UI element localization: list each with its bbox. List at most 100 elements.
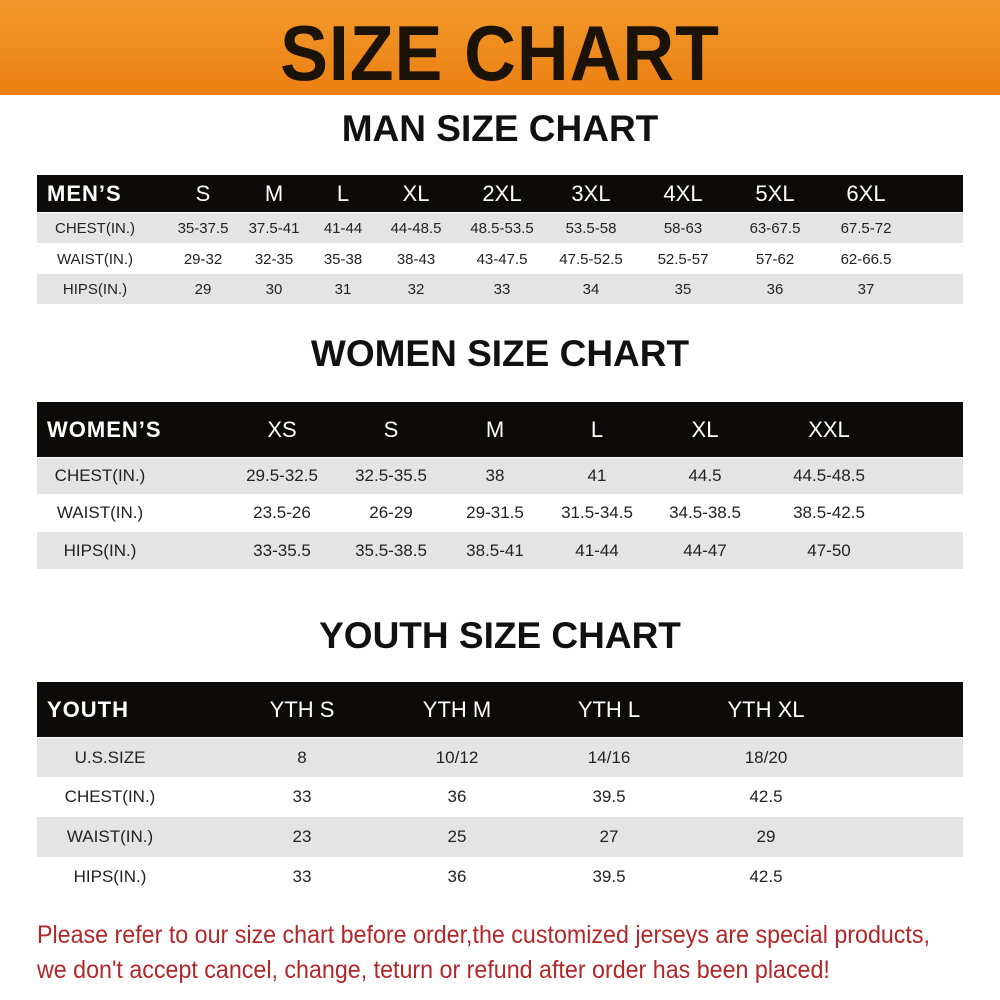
table-title-cell: WOMEN’S <box>47 416 162 442</box>
table-cell: 37 <box>857 280 875 298</box>
women-section-title: WOMEN SIZE CHART <box>310 333 690 374</box>
table-cell: 33 <box>493 280 511 298</box>
table-cell: 67.5-72 <box>840 219 892 237</box>
table-cell: 57-62 <box>755 250 795 268</box>
table-row: HIPS(IN.) 33-35.5 35.5-38.5 38.5-41 41-44 44-… <box>37 532 963 569</box>
size-header: L <box>590 416 604 442</box>
table-cell: 41 <box>587 466 607 485</box>
table-cell: 34 <box>582 280 600 298</box>
table-cell: 37.5-41 <box>248 219 300 237</box>
table-cell: 32 <box>407 280 425 298</box>
table-cell: 30 <box>265 280 283 298</box>
table-title-cell: YOUTH <box>47 696 129 722</box>
table-cell: 35-38 <box>323 250 363 268</box>
table-cell: 8 <box>297 747 307 767</box>
table-cell: 44-48.5 <box>390 219 442 237</box>
youth-section-title: YOUTH SIZE CHART <box>319 615 681 656</box>
table-cell: 36 <box>447 867 467 886</box>
table-cell: 10/12 <box>435 747 479 767</box>
table-cell: 32-35 <box>254 250 294 268</box>
table-cell: 41-44 <box>575 540 619 560</box>
table-cell: 29-32 <box>183 250 223 268</box>
table-row: WAIST(IN.) 23 25 27 29 <box>37 817 963 857</box>
table-cell: 38-43 <box>396 250 436 268</box>
row-label: HIPS(IN.) <box>62 280 128 298</box>
banner: SIZE CHART <box>0 0 1000 97</box>
table-row: HIPS(IN.) 29 30 31 32 33 34 35 36 37 <box>37 274 963 304</box>
table-cell: 33 <box>292 786 312 806</box>
table-cell: 29.5-32.5 <box>246 466 318 485</box>
row-label: WAIST(IN.) <box>66 827 154 846</box>
table-cell: 47.5-52.5 <box>559 250 623 268</box>
size-header: 4XL <box>663 180 703 206</box>
table-cell: 31 <box>334 280 352 298</box>
table-cell: 35.5-38.5 <box>355 540 427 560</box>
size-header: M <box>485 416 505 442</box>
row-label: CHEST(IN.) <box>64 786 156 806</box>
table-cell: 43-47.5 <box>476 250 528 268</box>
table-cell: 42.5 <box>749 786 783 806</box>
table-header-row: MEN’S S M L XL 2XL 3XL 4XL 5XL 6XL <box>37 175 963 212</box>
table-cell: 44-47 <box>683 540 727 560</box>
table-cell: 36 <box>766 280 784 298</box>
size-header: XXL <box>808 416 850 442</box>
table-cell: 32.5-35.5 <box>355 466 427 485</box>
men-section-title: MAN SIZE CHART <box>341 108 659 149</box>
table-row: CHEST(IN.) 33 36 39.5 42.5 <box>37 777 963 816</box>
row-label: HIPS(IN.) <box>73 867 147 886</box>
notice-line-1: Please refer to our size chart before or… <box>37 921 930 949</box>
table-row: CHEST(IN.) 35-37.5 37.5-41 41-44 44-48.5 48.5… <box>37 213 963 243</box>
table-header-row: YOUTH YTH S YTH M YTH L YTH XL <box>37 682 963 737</box>
table-row: HIPS(IN.) 33 36 39.5 42.5 <box>37 857 963 897</box>
size-header: YTH S <box>269 696 335 722</box>
table-cell: 38.5-42.5 <box>793 502 865 522</box>
size-header: M <box>264 180 284 206</box>
table-cell: 36 <box>447 786 467 806</box>
size-header: XL <box>402 180 430 206</box>
size-header: 3XL <box>571 180 611 206</box>
size-header: 2XL <box>482 180 522 206</box>
table-cell: 29-31.5 <box>466 502 524 522</box>
table-cell: 38.5-41 <box>466 540 524 560</box>
table-cell: 38 <box>485 466 505 485</box>
size-header: XS <box>267 416 297 442</box>
table-cell: 26-29 <box>369 502 413 522</box>
row-label: WAIST(IN.) <box>56 502 144 522</box>
table-cell: 39.5 <box>592 867 626 886</box>
table-cell: 52.5-57 <box>657 250 709 268</box>
size-header: 5XL <box>755 180 795 206</box>
table-cell: 58-63 <box>663 219 703 237</box>
size-header: 6XL <box>846 180 886 206</box>
table-cell: 44.5 <box>688 466 722 485</box>
table-cell: 39.5 <box>592 786 626 806</box>
table-cell: 27 <box>599 827 619 846</box>
table-cell: 42.5 <box>749 867 783 886</box>
table-cell: 29 <box>194 280 212 298</box>
table-row: WAIST(IN.) 23.5-26 26-29 29-31.5 31.5-34.5 34… <box>37 494 963 531</box>
banner-title: SIZE CHART <box>280 9 720 97</box>
size-header: S <box>383 416 399 442</box>
size-header: YTH XL <box>727 696 805 722</box>
row-label: CHEST(IN.) <box>55 219 135 237</box>
table-cell: 25 <box>447 827 467 846</box>
row-label: U.S.SIZE <box>74 747 146 767</box>
table-row: WAIST(IN.) 29-32 32-35 35-38 38-43 43-47.5 47.… <box>37 244 963 274</box>
table-cell: 23 <box>292 827 312 846</box>
table-cell: 34.5-38.5 <box>669 502 741 522</box>
table-title-cell: MEN’S <box>47 180 122 206</box>
size-header: S <box>195 180 211 206</box>
size-header: XL <box>691 416 719 442</box>
table-cell: 23.5-26 <box>253 502 311 522</box>
table-cell: 35 <box>674 280 692 298</box>
table-cell: 48.5-53.5 <box>470 219 534 237</box>
table-cell: 33 <box>292 867 312 886</box>
table-cell: 44.5-48.5 <box>793 466 865 485</box>
table-cell: 31.5-34.5 <box>561 502 633 522</box>
table-cell: 14/16 <box>587 747 631 767</box>
table-cell: 53.5-58 <box>565 219 617 237</box>
table-cell: 41-44 <box>323 219 363 237</box>
table-cell: 63-67.5 <box>749 219 801 237</box>
table-cell: 18/20 <box>744 747 788 767</box>
table-cell: 35-37.5 <box>177 219 229 237</box>
notice-line-2: we don't accept cancel, change, teturn o… <box>37 956 830 984</box>
